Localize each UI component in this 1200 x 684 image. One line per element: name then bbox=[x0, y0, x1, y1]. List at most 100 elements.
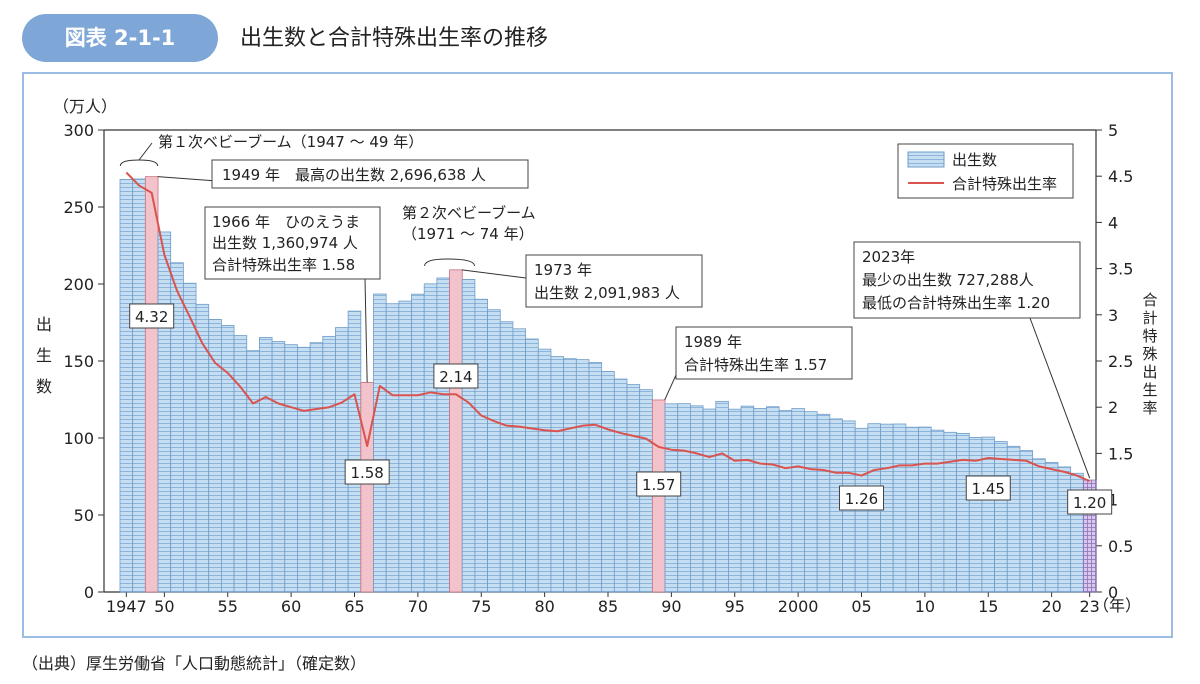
y2-tick-label: 5 bbox=[1108, 121, 1118, 140]
y2-axis-title-char: 殊 bbox=[1142, 345, 1157, 363]
data-label-box bbox=[636, 471, 682, 497]
annotation-1989-line1: 1989 年 bbox=[684, 333, 742, 351]
leader-2023 bbox=[1029, 317, 1091, 479]
boom1-leader bbox=[138, 142, 153, 161]
birth-bar bbox=[613, 378, 628, 593]
data-label: 1.20 bbox=[1073, 494, 1106, 512]
boom2-brace bbox=[424, 258, 476, 267]
y-axis-title: 出生数 bbox=[36, 315, 52, 396]
birth-bar bbox=[411, 293, 425, 593]
birth-bar bbox=[1019, 450, 1034, 593]
legend-line-label: 合計特殊出生率 bbox=[952, 175, 1057, 193]
leader-1949 bbox=[157, 176, 213, 182]
y-tick-label: 300 bbox=[63, 121, 94, 140]
data-label-box bbox=[839, 485, 885, 511]
x-tick-label: 70 bbox=[408, 597, 428, 616]
birth-bar bbox=[740, 405, 755, 593]
birth-bar bbox=[677, 403, 691, 593]
annotation-leaders bbox=[119, 142, 1091, 479]
birth-bar bbox=[816, 413, 831, 593]
y-tick-label: 150 bbox=[63, 352, 94, 371]
chart-frame bbox=[22, 72, 1173, 638]
birth-bar bbox=[943, 431, 957, 593]
annotation-2023-line3: 最低の合計特殊出生率 1.20 bbox=[862, 294, 1050, 312]
annotation-1989-box bbox=[675, 326, 853, 380]
annotation-1966-box bbox=[204, 206, 381, 280]
annotation-1973-line1: 1973 年 bbox=[534, 261, 592, 279]
annotation-2023-box bbox=[853, 241, 1081, 319]
leader-1966 bbox=[364, 278, 368, 383]
birth-bar bbox=[702, 408, 717, 593]
birth-bar bbox=[512, 328, 527, 593]
y2-tick-label: 2 bbox=[1108, 398, 1118, 417]
figure-title: 出生数と合計特殊出生率の推移 bbox=[240, 26, 549, 51]
x-tick-label: 23 bbox=[1079, 597, 1099, 616]
x-tick-label: 50 bbox=[154, 597, 174, 616]
birth-bar bbox=[956, 432, 970, 593]
x-tick-label: 05 bbox=[851, 597, 871, 616]
x-tick-label: 1947 bbox=[106, 597, 147, 616]
birth-bar bbox=[132, 178, 146, 593]
birth-bar bbox=[436, 277, 450, 593]
x-tick-label: 15 bbox=[978, 597, 998, 616]
birth-bar bbox=[398, 300, 412, 593]
annotation-1966-line3: 合計特殊出生率 1.58 bbox=[212, 256, 355, 274]
data-labels: 4.32 1.58 2.14 1.57 1.26 1.45 1.20 bbox=[129, 303, 1113, 515]
leader-1973 bbox=[461, 269, 527, 279]
y2-tick-label: 1 bbox=[1108, 491, 1118, 510]
y2-tick-label: 1.5 bbox=[1108, 444, 1133, 463]
annotation-1949-box bbox=[211, 159, 529, 189]
y2-axis-title: 合計特殊出生率 bbox=[1142, 291, 1157, 417]
x-tick-label: 20 bbox=[1041, 597, 1061, 616]
birth-bar bbox=[563, 358, 577, 593]
birth-bar bbox=[766, 406, 780, 593]
birth-bar bbox=[1006, 445, 1021, 593]
x-tick-label: 85 bbox=[598, 597, 618, 616]
data-label-box bbox=[965, 475, 1011, 501]
annotation-2023-line1: 2023年 bbox=[862, 248, 915, 266]
legend-bar-swatch bbox=[907, 151, 945, 168]
y2-axis-title-char: 計 bbox=[1142, 309, 1157, 327]
data-label: 1.57 bbox=[642, 476, 675, 494]
birth-bar bbox=[271, 341, 286, 593]
birth-bar bbox=[1032, 458, 1046, 593]
birth-bar-highlight bbox=[360, 382, 374, 593]
data-label: 4.32 bbox=[135, 308, 168, 326]
birth-bar bbox=[905, 426, 919, 593]
boom1-brace bbox=[119, 159, 159, 167]
x-tick-label: 2000 bbox=[778, 597, 819, 616]
annotation-1949: 1949 年 最高の出生数 2,696,638 人 bbox=[222, 166, 486, 184]
y2-tick-label: 2.5 bbox=[1108, 352, 1133, 371]
birth-bar bbox=[423, 283, 438, 593]
birth-bar bbox=[575, 359, 590, 593]
birth-bar bbox=[715, 400, 729, 593]
annotation-1973-line2: 出生数 2,091,983 人 bbox=[534, 284, 680, 302]
x-tick-label: 10 bbox=[915, 597, 935, 616]
birth-bar bbox=[753, 408, 767, 593]
y-axis-title-char: 生 bbox=[36, 346, 52, 365]
birth-bar bbox=[322, 335, 336, 593]
birth-bar bbox=[195, 303, 210, 593]
birth-bar bbox=[601, 371, 615, 593]
birth-bar bbox=[804, 411, 818, 593]
figure-number-badge: 図表 2-1-1 bbox=[22, 14, 218, 62]
y2-axis-title-char: 率 bbox=[1142, 399, 1157, 417]
birth-bar bbox=[297, 346, 311, 593]
annotations: 第１次ベビーブーム（1947 ～ 49 年） 1949 年 最高の出生数 2,6… bbox=[158, 133, 1081, 380]
annotation-boom1: 第１次ベビーブーム（1947 ～ 49 年） bbox=[158, 133, 423, 151]
birth-bar bbox=[778, 410, 793, 593]
x-tick-label: 95 bbox=[725, 597, 745, 616]
legend-bar-label: 出生数 bbox=[952, 151, 997, 169]
y2-axis-title-char: 合 bbox=[1142, 291, 1157, 309]
y-axis-title-char: 数 bbox=[36, 377, 52, 396]
data-label: 2.14 bbox=[439, 368, 472, 386]
birth-bar bbox=[664, 403, 679, 593]
source-note: （出典）厚生労働省「人口動態統計」（確定数） bbox=[22, 654, 367, 673]
data-label-box bbox=[1067, 489, 1113, 515]
data-label: 1.58 bbox=[350, 464, 383, 482]
birth-bar bbox=[487, 309, 501, 593]
y-axis-title-char: 出 bbox=[36, 315, 52, 334]
annotation-boom2-line2: （1971 ～ 74 年） bbox=[402, 225, 534, 243]
annotation-boom2-line1: 第２次ベビーブーム bbox=[402, 204, 536, 222]
birth-bar bbox=[221, 325, 235, 593]
